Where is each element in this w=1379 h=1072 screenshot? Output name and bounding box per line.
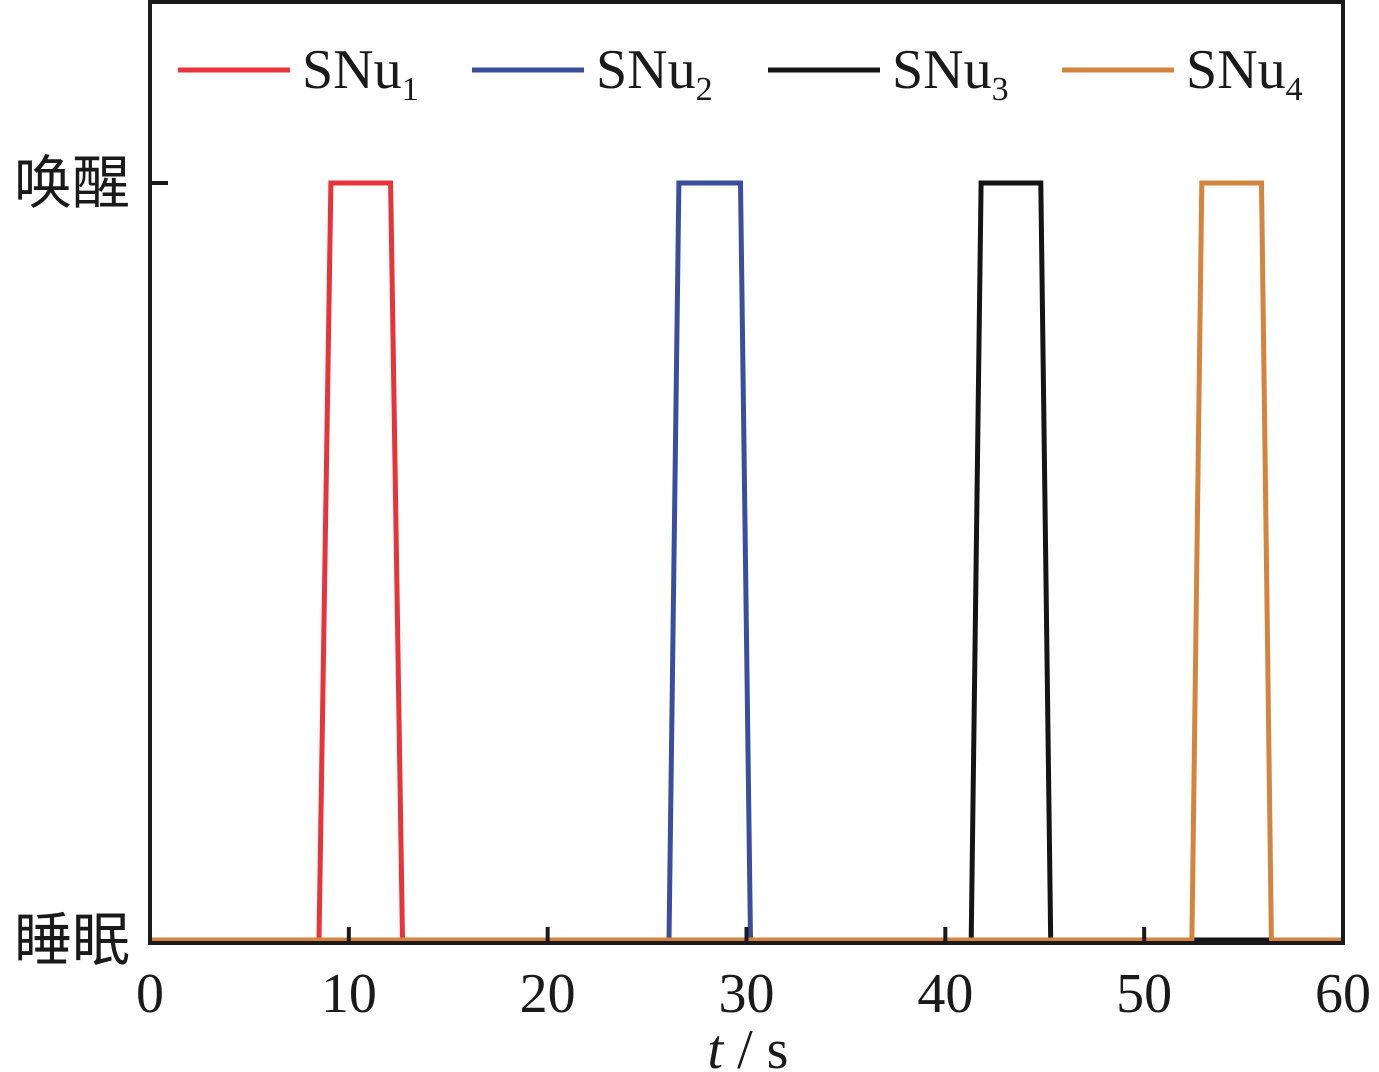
plot-frame	[148, 0, 1345, 945]
x-tick-label: 50	[1116, 963, 1172, 1025]
legend: SNu1 SNu2 SNu3 SNu4	[178, 39, 1303, 108]
x-axis-title-var: t	[708, 1019, 725, 1072]
y-category-label: 睡眠	[14, 906, 130, 974]
legend-label-4: SNu4	[1186, 39, 1303, 108]
x-axis-title-sep: /	[723, 1019, 767, 1072]
legend-label-3: SNu3	[892, 39, 1009, 108]
x-tick-label: 0	[136, 963, 164, 1025]
x-axis-title-unit: s	[767, 1019, 789, 1072]
x-axis-title: t / s	[708, 1019, 789, 1072]
x-tick-label: 10	[321, 963, 377, 1025]
ticks-layer: 0 10 20 30 40 50 60 睡眠 唤醒	[14, 149, 1371, 1025]
legend-label-1: SNu1	[302, 39, 419, 108]
x-tick-label: 60	[1315, 963, 1371, 1025]
x-tick-label: 40	[917, 963, 973, 1025]
y-category-label: 唤醒	[14, 149, 130, 217]
legend-label-2: SNu2	[596, 39, 713, 108]
series-line-4	[150, 180, 1343, 943]
x-tick-label: 30	[719, 963, 775, 1025]
x-tick-label: 20	[520, 963, 576, 1025]
series-layer	[150, 180, 1343, 943]
